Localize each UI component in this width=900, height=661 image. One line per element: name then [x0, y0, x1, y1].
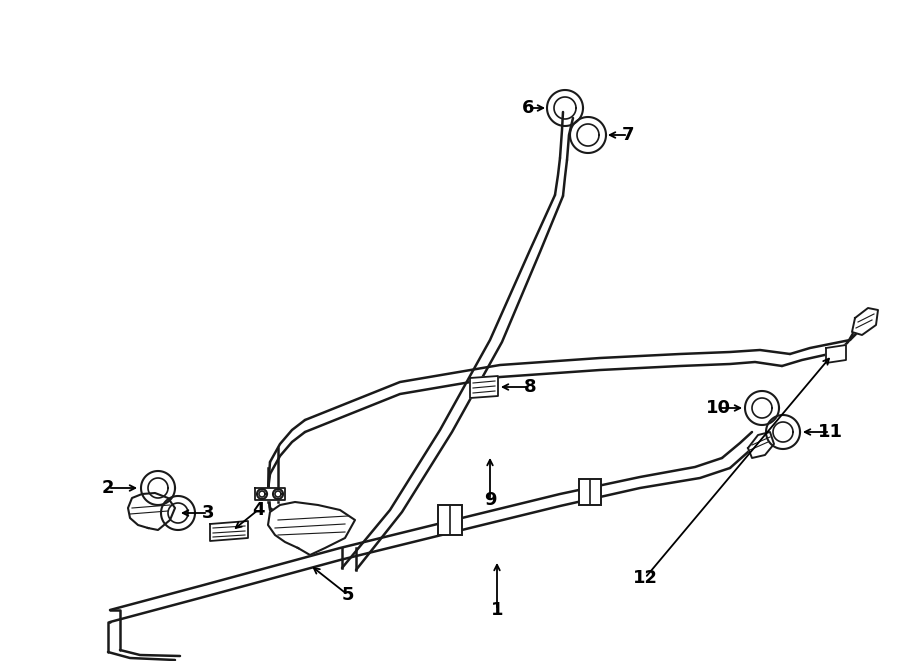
Text: 10: 10 — [706, 399, 731, 417]
Text: 4: 4 — [252, 501, 265, 519]
Text: 12: 12 — [633, 569, 658, 587]
Text: 1: 1 — [491, 601, 503, 619]
Polygon shape — [210, 521, 248, 541]
Polygon shape — [255, 488, 285, 500]
Polygon shape — [470, 376, 498, 398]
Polygon shape — [128, 493, 175, 530]
Text: 6: 6 — [522, 99, 535, 117]
Polygon shape — [826, 345, 846, 363]
Text: 11: 11 — [817, 423, 842, 441]
Text: 3: 3 — [202, 504, 214, 522]
Text: 8: 8 — [524, 378, 536, 396]
FancyBboxPatch shape — [579, 479, 601, 505]
Polygon shape — [748, 432, 774, 458]
Text: 2: 2 — [102, 479, 114, 497]
Text: 5: 5 — [342, 586, 355, 604]
Polygon shape — [852, 308, 878, 335]
Text: 7: 7 — [622, 126, 634, 144]
FancyBboxPatch shape — [438, 505, 462, 535]
Text: 9: 9 — [484, 491, 496, 509]
Polygon shape — [268, 502, 355, 555]
